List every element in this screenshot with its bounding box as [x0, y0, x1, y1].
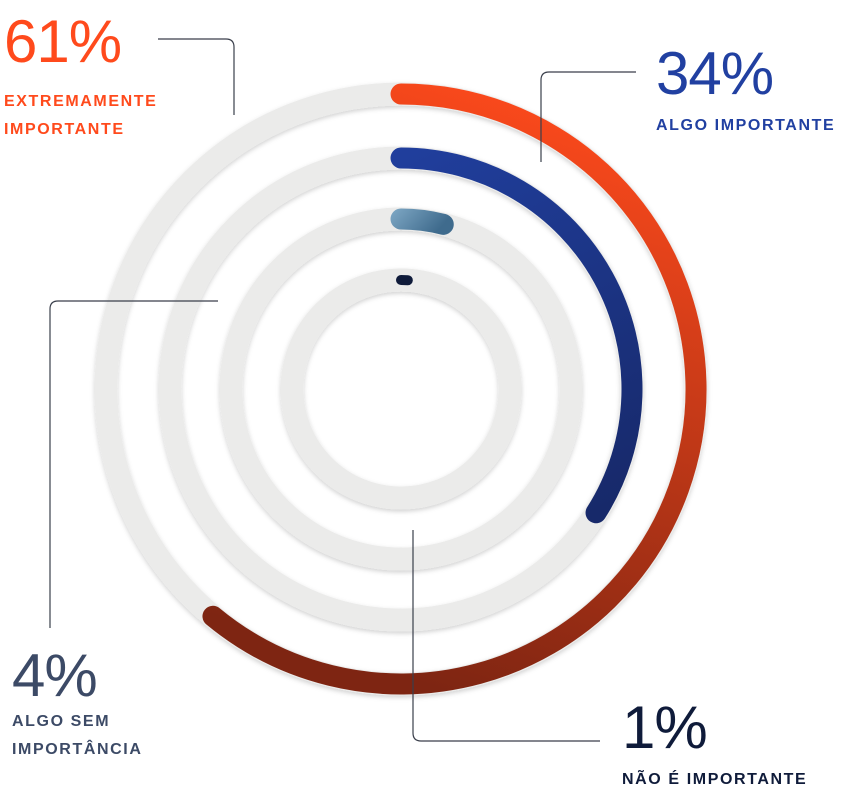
- series-1-value: 61%: [4, 12, 121, 72]
- series-2-value: 34%: [656, 44, 773, 104]
- series-1-label: EXTREMAMENTE IMPORTANTE: [4, 88, 179, 144]
- arc-series-3: [401, 219, 443, 224]
- series-4-label: NÃO É IMPORTANTE: [622, 766, 807, 794]
- series-3-label: ALGO SEM IMPORTÂNCIA: [12, 708, 187, 764]
- track-ring-4: [292, 280, 510, 498]
- series-2-label: ALGO IMPORTANTE: [656, 112, 835, 140]
- series-3-value: 4%: [12, 646, 97, 706]
- series-4-value: 1%: [622, 698, 707, 758]
